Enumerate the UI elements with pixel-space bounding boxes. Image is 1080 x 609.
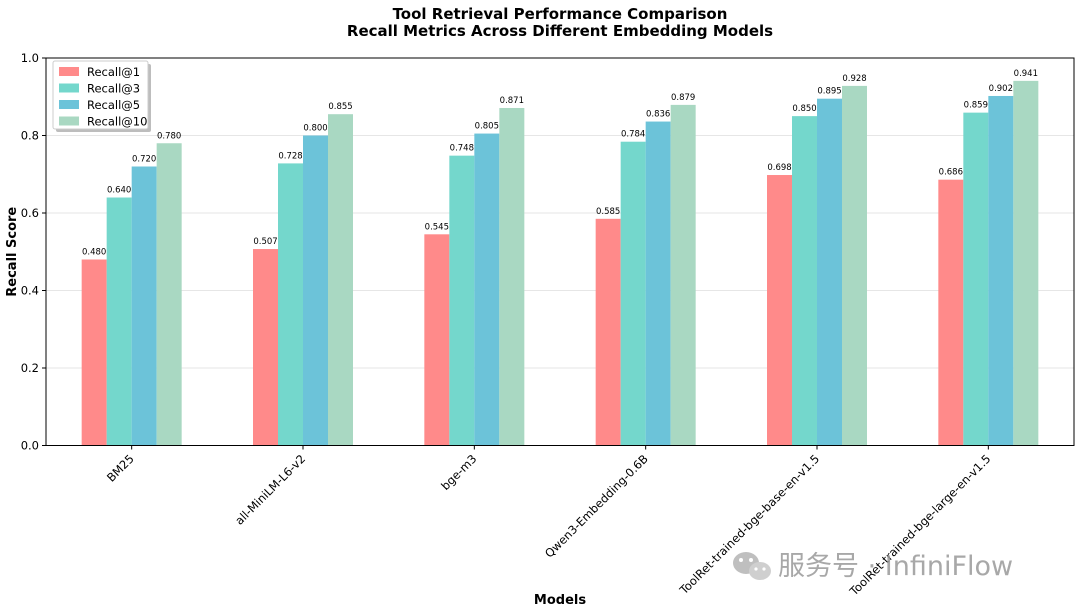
bar-recall-1-0 [81, 259, 107, 446]
bars [81, 80, 1039, 446]
bar-recall-10-4 [842, 85, 867, 446]
bar-recall-10-5 [1013, 80, 1039, 446]
bar-recall-1-5 [938, 179, 964, 446]
x-tick-label: all-MiniLM-L6-v2 [232, 452, 308, 528]
bar-value-label: 0.855 [328, 102, 352, 112]
bar-recall-5-5 [988, 95, 1014, 446]
bar-recall-1-1 [253, 249, 278, 446]
bar-value-label: 0.800 [303, 124, 327, 134]
x-axis-label: Models [534, 593, 586, 608]
legend-swatch [59, 67, 79, 76]
legend-label: Recall@5 [87, 98, 140, 112]
bar-value-label: 0.686 [939, 168, 963, 178]
bar-value-label: 0.871 [500, 96, 524, 106]
watermark: 服务号 · InfiniFlow [733, 551, 1013, 582]
y-tick-label: 0.0 [21, 439, 39, 453]
bar-recall-1-4 [767, 175, 792, 446]
y-axis-label: Recall Score [5, 207, 20, 297]
x-tick-label: BM25 [104, 452, 137, 485]
x-tick-label: Qwen3-Embedding-0.6B [542, 452, 651, 561]
bar-value-label: 0.879 [671, 93, 695, 103]
x-tick-label: bge-m3 [438, 452, 479, 493]
bar-value-label: 0.507 [253, 237, 277, 247]
bar-value-label: 0.545 [425, 222, 449, 232]
watermark-text: 服务号 · InfiniFlow [778, 551, 1013, 582]
bar-recall-1-2 [424, 234, 450, 446]
legend: Recall@1 Recall@3 Recall@5 Recall@10 [52, 60, 151, 132]
legend-swatch [59, 83, 79, 93]
bar-value-label: 0.728 [278, 151, 302, 161]
bar-recall-5-1 [303, 135, 328, 446]
legend-box [52, 60, 149, 130]
bar-value-label: 0.698 [767, 163, 791, 173]
bar-recall-5-3 [645, 121, 671, 446]
bar-recall-5-2 [474, 133, 500, 446]
bar-recall-10-0 [156, 143, 182, 446]
bar-value-label: 0.928 [842, 74, 866, 84]
bar-value-label: 0.895 [817, 87, 841, 97]
bar-recall-5-0 [131, 166, 157, 446]
chart-title: Tool Retrieval Performance Comparison [393, 5, 728, 23]
bar-recall-5-4 [817, 98, 842, 446]
y-tick-label: 0.8 [21, 129, 39, 143]
bar-recall-1-3 [595, 218, 621, 446]
y-tick-label: 0.6 [21, 206, 39, 220]
y-axis-ticks: 0.0 0.2 0.4 0.6 0.8 1.0 [21, 51, 46, 453]
bar-value-label: 0.780 [157, 131, 181, 141]
chart-subtitle: Recall Metrics Across Different Embeddin… [347, 22, 773, 40]
y-tick-label: 1.0 [21, 51, 39, 65]
bar-recall-3-0 [106, 197, 132, 446]
bar-value-label: 0.748 [450, 144, 474, 154]
bar-value-label: 0.902 [989, 84, 1013, 94]
bar-value-label: 0.850 [792, 104, 816, 114]
bar-value-label: 0.784 [621, 130, 645, 140]
bar-value-label: 0.480 [82, 248, 106, 258]
bar-value-label: 0.859 [964, 101, 988, 111]
bar-value-label: 0.836 [646, 110, 670, 120]
bar-recall-3-5 [963, 112, 989, 446]
grid [46, 135, 1074, 369]
bar-value-label: 0.720 [132, 155, 156, 165]
wechat-icon [733, 552, 771, 580]
bar-recall-10-3 [670, 104, 696, 446]
legend-swatch [59, 116, 79, 126]
legend-swatch [59, 100, 79, 109]
bar-value-label: 0.585 [596, 207, 620, 217]
legend-label: Recall@3 [87, 82, 140, 96]
bar-recall-10-1 [328, 114, 353, 446]
bar-value-label: 0.640 [107, 186, 131, 196]
legend-label: Recall@1 [87, 65, 140, 79]
bar-recall-3-2 [449, 155, 475, 446]
y-tick-label: 0.4 [21, 284, 39, 298]
bar-value-label: 0.941 [1014, 69, 1038, 79]
bar-recall-3-1 [278, 163, 303, 446]
data-labels: 0.480 0.640 0.720 0.780 0.507 0.728 0.800 0.855… [82, 69, 1038, 258]
y-tick-label: 0.2 [21, 361, 39, 375]
bar-recall-10-2 [499, 107, 525, 446]
bar-value-label: 0.805 [475, 122, 499, 132]
bar-recall-3-3 [620, 141, 646, 446]
legend-label: Recall@10 [87, 115, 147, 129]
bar-recall-3-4 [792, 116, 817, 446]
plot-frame [45, 57, 1075, 446]
